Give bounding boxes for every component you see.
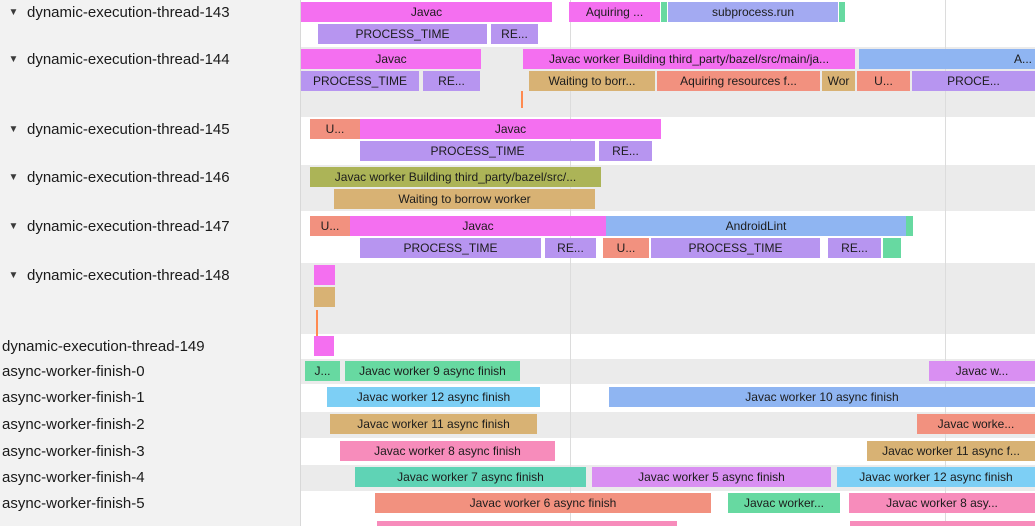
trace-slice[interactable] (314, 287, 335, 307)
sidebar-track-label[interactable]: ▼ dynamic-execution-thread-145 (0, 118, 300, 140)
trace-slice[interactable]: Javac worker 9 async finish (345, 361, 520, 381)
track-name: dynamic-execution-thread-146 (27, 168, 230, 186)
instant-marker (521, 91, 523, 108)
trace-slice[interactable] (661, 2, 667, 22)
track-name: dynamic-execution-thread-147 (27, 217, 230, 235)
track-name: dynamic-execution-thread-149 (2, 337, 205, 355)
time-gridline (570, 0, 571, 526)
trace-slice[interactable]: RE... (828, 238, 881, 258)
trace-slice[interactable]: U... (310, 216, 350, 236)
sidebar-track-label[interactable]: async-worker-finish-4 (0, 466, 300, 488)
track-name: dynamic-execution-thread-144 (27, 50, 230, 68)
expander-arrow-icon[interactable]: ▼ (8, 6, 19, 18)
track-name: async-worker-finish-3 (2, 442, 145, 460)
trace-slice[interactable]: Javac worker 5 async finish (592, 467, 831, 487)
track-name: async-worker-finish-5 (2, 494, 145, 512)
expander-arrow-icon[interactable]: ▼ (8, 123, 19, 135)
sidebar-track-label[interactable]: ▼ dynamic-execution-thread-148 (0, 264, 300, 286)
trace-slice[interactable]: PROCESS_TIME (318, 24, 487, 44)
track-name: async-worker-finish-1 (2, 388, 145, 406)
sidebar-track-label[interactable]: dynamic-execution-thread-149 (0, 335, 300, 357)
trace-slice[interactable]: RE... (491, 24, 538, 44)
track-name: dynamic-execution-thread-148 (27, 266, 230, 284)
trace-slice[interactable]: Javac (301, 2, 552, 22)
trace-slice[interactable]: Waiting to borrow worker (334, 189, 595, 209)
track-name: async-worker-finish-4 (2, 468, 145, 486)
time-gridline (945, 0, 946, 526)
track-sidebar: ▼ dynamic-execution-thread-143 ▼ dynamic-ex… (0, 0, 301, 526)
track-name: async-worker-finish-0 (2, 362, 145, 380)
trace-slice[interactable] (883, 238, 901, 258)
trace-slice[interactable]: Javac worker 10 async finish (609, 387, 1035, 407)
sidebar-track-label[interactable]: async-worker-finish-3 (0, 440, 300, 462)
expander-arrow-icon[interactable]: ▼ (8, 220, 19, 232)
trace-slice[interactable]: Javac worker Building third_party/bazel/… (523, 49, 855, 69)
trace-slice[interactable] (314, 265, 335, 285)
trace-slice[interactable]: Javac worker... (728, 493, 840, 513)
trace-slice[interactable]: Wor (822, 71, 855, 91)
track-name: dynamic-execution-thread-143 (27, 3, 230, 21)
trace-slice[interactable] (850, 521, 1035, 526)
sidebar-track-label[interactable]: async-worker-finish-1 (0, 386, 300, 408)
trace-slice[interactable]: U... (603, 238, 649, 258)
expander-arrow-icon[interactable]: ▼ (8, 269, 19, 281)
trace-slice[interactable]: PROCESS_TIME (360, 238, 541, 258)
trace-slice[interactable] (377, 521, 677, 526)
trace-slice[interactable]: RE... (599, 141, 652, 161)
trace-slice[interactable]: Javac worker 8 asy... (849, 493, 1035, 513)
trace-slice[interactable]: Javac worker 6 async finish (375, 493, 711, 513)
trace-slice[interactable] (839, 2, 845, 22)
trace-slice[interactable]: Javac worker 12 async finish (837, 467, 1035, 487)
trace-slice[interactable]: A... (859, 49, 1035, 69)
trace-slice[interactable]: Javac worke... (917, 414, 1035, 434)
trace-slice[interactable]: PROCESS_TIME (301, 71, 419, 91)
trace-slice[interactable]: PROCE... (912, 71, 1035, 91)
sidebar-track-label[interactable]: ▼ dynamic-execution-thread-146 (0, 166, 300, 188)
trace-slice[interactable]: Javac (360, 119, 661, 139)
sidebar-track-label[interactable]: ▼ dynamic-execution-thread-144 (0, 48, 300, 70)
trace-slice[interactable]: Waiting to borr... (529, 71, 655, 91)
expander-arrow-icon[interactable]: ▼ (8, 53, 19, 65)
trace-slice[interactable]: PROCESS_TIME (651, 238, 820, 258)
track-name: dynamic-execution-thread-145 (27, 120, 230, 138)
trace-slice[interactable]: Javac (301, 49, 481, 69)
trace-slice[interactable]: RE... (423, 71, 480, 91)
trace-slice[interactable] (314, 336, 334, 356)
trace-slice[interactable]: Aquiring ... (569, 2, 660, 22)
trace-slice[interactable]: Aquiring resources f... (657, 71, 820, 91)
track-name: async-worker-finish-2 (2, 415, 145, 433)
instant-marker (316, 310, 318, 336)
sidebar-track-label[interactable]: async-worker-finish-0 (0, 360, 300, 382)
sidebar-track-label[interactable]: async-worker-finish-2 (0, 413, 300, 435)
trace-slice[interactable]: J... (305, 361, 340, 381)
trace-slice[interactable]: Javac w... (929, 361, 1035, 381)
trace-slice[interactable]: U... (310, 119, 360, 139)
track-background (301, 263, 1035, 309)
expander-arrow-icon[interactable]: ▼ (8, 171, 19, 183)
sidebar-track-label[interactable]: ▼ dynamic-execution-thread-143 (0, 1, 300, 23)
trace-slice[interactable]: Javac worker Building third_party/bazel/… (310, 167, 601, 187)
trace-slice[interactable]: Javac worker 11 async f... (867, 441, 1035, 461)
trace-slice[interactable]: Javac worker 8 async finish (340, 441, 555, 461)
trace-slice[interactable]: subprocess.run (668, 2, 838, 22)
trace-slice[interactable]: U... (857, 71, 910, 91)
trace-slice[interactable] (906, 216, 913, 236)
track-background (301, 334, 1035, 357)
timeline-area: Javac Aquiring ... subprocess.run PROCESS_T… (301, 0, 1035, 526)
trace-slice[interactable]: Javac (350, 216, 606, 236)
sidebar-track-label[interactable]: async-worker-finish-5 (0, 492, 300, 514)
sidebar-track-label[interactable]: ▼ dynamic-execution-thread-147 (0, 215, 300, 237)
trace-slice[interactable]: Javac worker 7 async finish (355, 467, 586, 487)
trace-slice[interactable]: Javac worker 12 async finish (327, 387, 540, 407)
trace-slice[interactable]: PROCESS_TIME (360, 141, 595, 161)
trace-slice[interactable]: Javac worker 11 async finish (330, 414, 537, 434)
trace-slice[interactable]: AndroidLint (606, 216, 906, 236)
trace-slice[interactable]: RE... (545, 238, 596, 258)
track-separator-band (301, 93, 1035, 117)
track-separator-band (301, 309, 1035, 334)
